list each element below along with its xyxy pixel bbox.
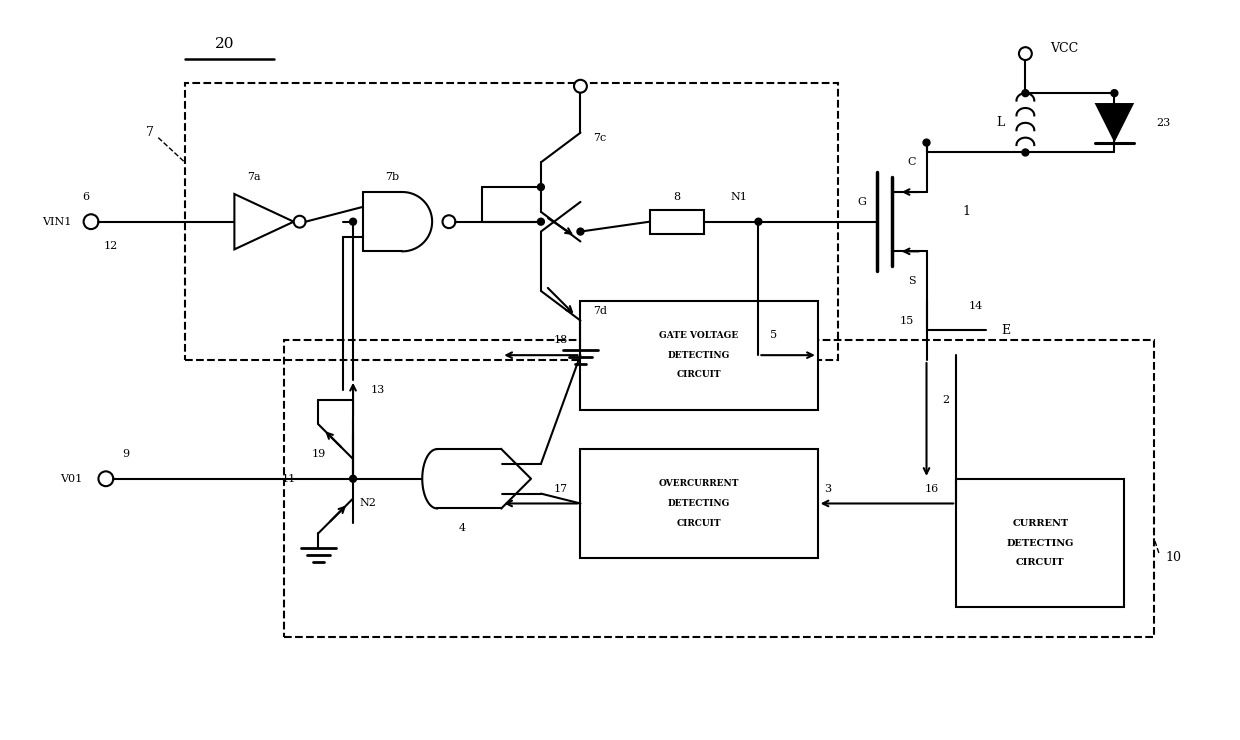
Bar xyxy=(580,449,817,558)
Circle shape xyxy=(537,218,544,225)
Text: 23: 23 xyxy=(1157,118,1171,128)
Text: S: S xyxy=(908,276,915,286)
Circle shape xyxy=(577,228,584,235)
Text: 16: 16 xyxy=(924,484,939,494)
Circle shape xyxy=(443,215,455,228)
Bar xyxy=(956,479,1125,608)
Text: 7b: 7b xyxy=(386,172,399,182)
Text: C: C xyxy=(908,158,916,167)
Circle shape xyxy=(350,475,357,482)
Text: 3: 3 xyxy=(825,484,831,494)
Text: 9: 9 xyxy=(122,449,129,459)
Text: 1: 1 xyxy=(962,205,970,218)
Polygon shape xyxy=(234,194,294,249)
Text: N2: N2 xyxy=(360,499,376,508)
Text: DETECTING: DETECTING xyxy=(668,499,730,508)
Circle shape xyxy=(1022,90,1029,97)
Text: VCC: VCC xyxy=(1050,42,1079,56)
Text: 7c: 7c xyxy=(594,132,606,143)
Circle shape xyxy=(98,471,113,486)
Circle shape xyxy=(1111,90,1117,97)
Text: 12: 12 xyxy=(104,241,118,252)
Text: 6: 6 xyxy=(83,192,89,202)
Text: 11: 11 xyxy=(281,474,296,484)
Circle shape xyxy=(755,218,761,225)
Polygon shape xyxy=(1095,103,1135,143)
Circle shape xyxy=(294,216,305,228)
Text: VIN1: VIN1 xyxy=(42,217,71,226)
Bar xyxy=(650,210,704,234)
Text: 7: 7 xyxy=(146,127,154,139)
Circle shape xyxy=(574,80,587,92)
Text: CIRCUIT: CIRCUIT xyxy=(677,371,722,380)
Text: 14: 14 xyxy=(968,300,983,311)
Text: GATE VOLTAGE: GATE VOLTAGE xyxy=(660,331,739,340)
Text: 20: 20 xyxy=(215,37,234,51)
Text: CIRCUIT: CIRCUIT xyxy=(1016,558,1064,568)
Bar xyxy=(185,84,837,360)
Circle shape xyxy=(923,139,930,146)
Circle shape xyxy=(537,184,544,190)
Circle shape xyxy=(1022,149,1029,156)
Text: 19: 19 xyxy=(311,449,326,459)
Text: 7d: 7d xyxy=(593,306,608,316)
Text: 5: 5 xyxy=(770,330,776,340)
Text: L: L xyxy=(997,116,1004,130)
Circle shape xyxy=(1019,47,1032,60)
Polygon shape xyxy=(423,449,501,508)
Text: OVERCURRENT: OVERCURRENT xyxy=(658,480,739,488)
Bar xyxy=(284,340,1154,637)
Text: DETECTING: DETECTING xyxy=(1007,539,1074,548)
Text: CURRENT: CURRENT xyxy=(1012,519,1069,528)
Circle shape xyxy=(83,215,98,229)
Text: 17: 17 xyxy=(553,484,568,494)
Text: 8: 8 xyxy=(673,192,681,202)
Text: G: G xyxy=(858,197,867,207)
Text: 18: 18 xyxy=(553,335,568,346)
Text: DETECTING: DETECTING xyxy=(668,351,730,360)
Text: E: E xyxy=(1001,324,1011,337)
Circle shape xyxy=(350,218,357,225)
Text: 4: 4 xyxy=(459,523,465,534)
Text: 7a: 7a xyxy=(247,172,260,182)
Text: N1: N1 xyxy=(730,192,746,202)
Bar xyxy=(580,300,817,409)
Text: 2: 2 xyxy=(942,394,950,405)
Text: 13: 13 xyxy=(371,385,384,394)
Text: 15: 15 xyxy=(899,315,914,326)
Text: CIRCUIT: CIRCUIT xyxy=(677,519,722,528)
Text: 10: 10 xyxy=(1166,551,1182,565)
Text: V01: V01 xyxy=(60,474,82,484)
